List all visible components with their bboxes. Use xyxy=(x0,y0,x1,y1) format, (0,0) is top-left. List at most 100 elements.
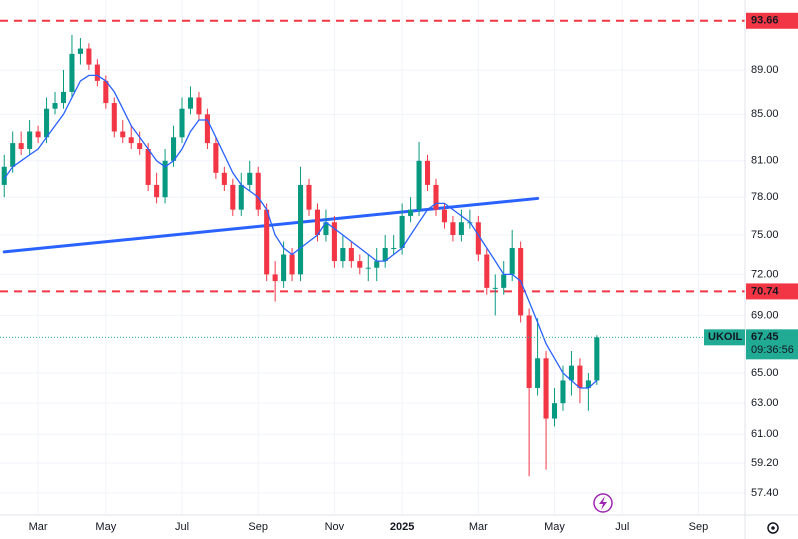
y-tick-label: 75.00 xyxy=(751,229,779,241)
candle-body xyxy=(399,215,405,248)
price-axis xyxy=(745,0,798,539)
x-tick-label: Nov xyxy=(325,521,345,533)
candle-body xyxy=(314,209,321,236)
candle-body xyxy=(77,48,83,54)
symbol-box xyxy=(704,329,745,346)
candle-body xyxy=(281,254,287,282)
candle-body xyxy=(509,247,515,275)
candle-body xyxy=(162,160,168,198)
candle-body xyxy=(348,247,354,262)
x-tick-label: Mar xyxy=(29,521,48,533)
candle-body xyxy=(560,380,566,404)
last-price-label: 67.45 xyxy=(751,331,779,343)
candle-body xyxy=(128,137,134,144)
candle-body xyxy=(323,222,329,236)
candle-body xyxy=(103,80,109,104)
y-tick-label: 59.20 xyxy=(751,457,779,469)
candle-body xyxy=(416,160,422,210)
candle-body xyxy=(331,222,337,262)
candle-body xyxy=(52,103,58,109)
candle-body xyxy=(594,337,600,381)
candle-body xyxy=(433,184,439,210)
candle-body xyxy=(27,131,33,149)
candle-body xyxy=(424,160,431,185)
candle-body xyxy=(255,172,261,210)
x-tick-label: May xyxy=(95,521,116,533)
y-tick-label: 85.00 xyxy=(751,108,779,120)
candle-body xyxy=(535,358,541,388)
level-label: 93.66 xyxy=(751,15,779,27)
candle-body xyxy=(196,97,202,115)
candle-body xyxy=(145,148,151,185)
settings-icon[interactable] xyxy=(767,522,779,534)
candle-body xyxy=(340,247,346,262)
trend-line xyxy=(2,196,540,254)
axes: 89.00 85.00 81.00 78.00 75.00 72.00 69.00 65.00… xyxy=(29,12,798,533)
x-tick-label: Jul xyxy=(615,521,629,533)
candle-body xyxy=(526,315,532,388)
candle-body xyxy=(69,53,75,92)
candle-body xyxy=(585,380,591,388)
lightning-icon[interactable] xyxy=(593,493,613,513)
candle-body xyxy=(450,222,456,236)
candle-body xyxy=(475,222,481,255)
x-tick-label: May xyxy=(544,521,565,533)
candle-body xyxy=(60,91,67,104)
candle-body xyxy=(272,274,278,282)
candle-body xyxy=(230,184,236,210)
candle-body xyxy=(568,365,574,381)
candle-body xyxy=(238,184,244,210)
y-tick-label: 61.00 xyxy=(751,428,779,440)
candle-body xyxy=(264,209,270,275)
countdown-label: 09:36:56 xyxy=(751,344,794,356)
candle-body xyxy=(247,172,253,185)
last-price-box xyxy=(746,329,798,360)
y-tick-label: 65.00 xyxy=(751,367,779,379)
candle-body xyxy=(306,184,312,210)
candle-body xyxy=(577,365,583,388)
y-tick-label: 57.40 xyxy=(751,487,779,499)
candle-body xyxy=(374,261,380,268)
y-tick-label: 78.00 xyxy=(751,191,779,203)
candle-body xyxy=(289,254,295,275)
candle-body xyxy=(492,287,498,289)
candle-body xyxy=(221,172,227,185)
level-label-box xyxy=(746,283,798,300)
candle-body xyxy=(298,184,304,275)
candle-body xyxy=(441,209,447,223)
moving-average xyxy=(3,74,598,389)
candle-body xyxy=(357,261,363,268)
candle-body xyxy=(501,274,507,288)
x-tick-label: Sep xyxy=(248,521,268,533)
grid xyxy=(0,0,745,515)
candle-body xyxy=(44,108,50,138)
plot xyxy=(0,19,745,477)
candle-body xyxy=(18,143,24,149)
candle-body xyxy=(1,166,7,185)
candle-body xyxy=(171,137,177,161)
time-axis xyxy=(0,515,798,539)
candle-body xyxy=(86,48,92,65)
candle-body xyxy=(408,209,414,216)
candle-body xyxy=(204,114,210,144)
candle-body xyxy=(10,143,16,167)
y-tick-label: 89.00 xyxy=(751,64,779,76)
candle-body xyxy=(120,131,126,138)
x-tick-label: Mar xyxy=(469,521,488,533)
y-tick-label: 81.00 xyxy=(751,155,779,167)
candle-body xyxy=(365,267,371,269)
candle-body xyxy=(179,108,185,138)
candle-body xyxy=(458,222,464,236)
candle-body xyxy=(137,143,143,149)
y-tick-label: 72.00 xyxy=(751,268,779,280)
candle-body xyxy=(213,143,219,173)
candle-body xyxy=(551,403,558,419)
candle-body xyxy=(382,247,388,262)
candle-body xyxy=(391,247,397,249)
candle-body xyxy=(154,184,160,198)
x-tick-label: Jul xyxy=(175,521,189,533)
candle-body xyxy=(543,358,549,419)
level-label: 70.74 xyxy=(751,285,779,297)
candle-body xyxy=(94,64,100,81)
